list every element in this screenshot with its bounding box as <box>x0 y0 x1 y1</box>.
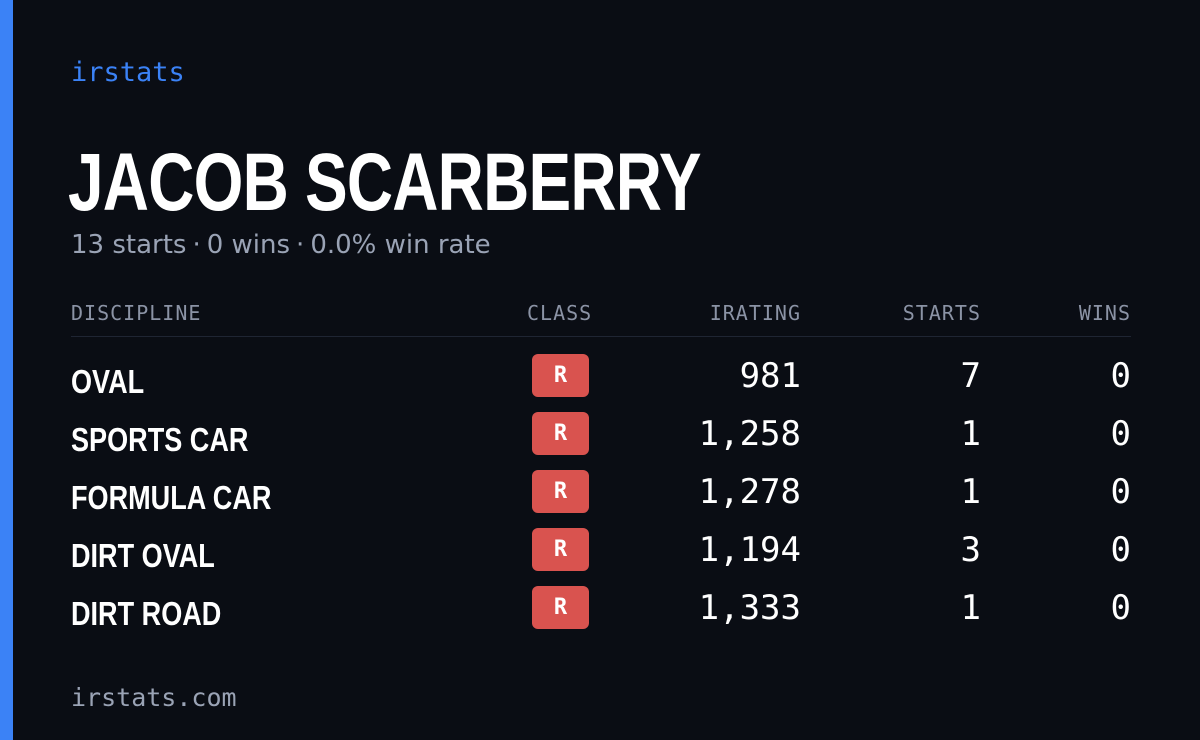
irating-value: 981 <box>739 356 801 396</box>
accent-bar <box>0 0 13 740</box>
table-row: OVAL R 981 7 0 <box>71 354 1131 412</box>
header-divider <box>71 336 1131 337</box>
discipline-name: DIRT OVAL <box>71 537 215 574</box>
header-starts: STARTS <box>902 301 981 325</box>
wins-value: 0 <box>1110 588 1131 628</box>
separator: · <box>296 230 305 260</box>
header-wins: WINS <box>1078 301 1131 325</box>
starts-value: 1 <box>960 588 981 628</box>
starts-value: 1 <box>960 472 981 512</box>
starts-value: 1 <box>960 414 981 454</box>
header-class: CLASS <box>527 301 593 325</box>
license-class-badge: R <box>532 528 589 571</box>
irating-value: 1,333 <box>698 588 801 628</box>
footer-url: irstats.com <box>71 683 237 712</box>
license-class-badge: R <box>532 354 589 397</box>
table-row: SPORTS CAR R 1,258 1 0 <box>71 412 1131 470</box>
table-row: FORMULA CAR R 1,278 1 0 <box>71 470 1131 528</box>
wins-value: 0 <box>1110 530 1131 570</box>
license-class-badge: R <box>532 586 589 629</box>
irating-value: 1,258 <box>698 414 801 454</box>
discipline-name: OVAL <box>71 363 145 400</box>
starts-value: 7 <box>960 356 981 396</box>
discipline-name: DIRT ROAD <box>71 595 222 632</box>
separator: · <box>192 230 201 260</box>
table-row: DIRT ROAD R 1,333 1 0 <box>71 586 1131 644</box>
irating-value: 1,194 <box>698 530 801 570</box>
player-summary: 13 starts · 0 wins · 0.0% win rate <box>71 228 491 262</box>
player-name: JACOB SCARBERRY <box>68 137 701 228</box>
header-irating: IRATING <box>709 301 801 325</box>
table-row: DIRT OVAL R 1,194 3 0 <box>71 528 1131 586</box>
brand-logo-text: irstats <box>71 57 185 88</box>
irating-value: 1,278 <box>698 472 801 512</box>
win-rate: 0.0% win rate <box>310 230 491 260</box>
wins-value: 0 <box>1110 414 1131 454</box>
header-discipline: DISCIPLINE <box>71 301 202 325</box>
license-class-badge: R <box>532 412 589 455</box>
starts-count: 13 starts <box>71 230 187 260</box>
discipline-name: SPORTS CAR <box>71 421 249 458</box>
wins-value: 0 <box>1110 356 1131 396</box>
starts-value: 3 <box>960 530 981 570</box>
license-class-badge: R <box>532 470 589 513</box>
discipline-name: FORMULA CAR <box>71 479 272 516</box>
wins-count: 0 wins <box>206 230 291 260</box>
wins-value: 0 <box>1110 472 1131 512</box>
